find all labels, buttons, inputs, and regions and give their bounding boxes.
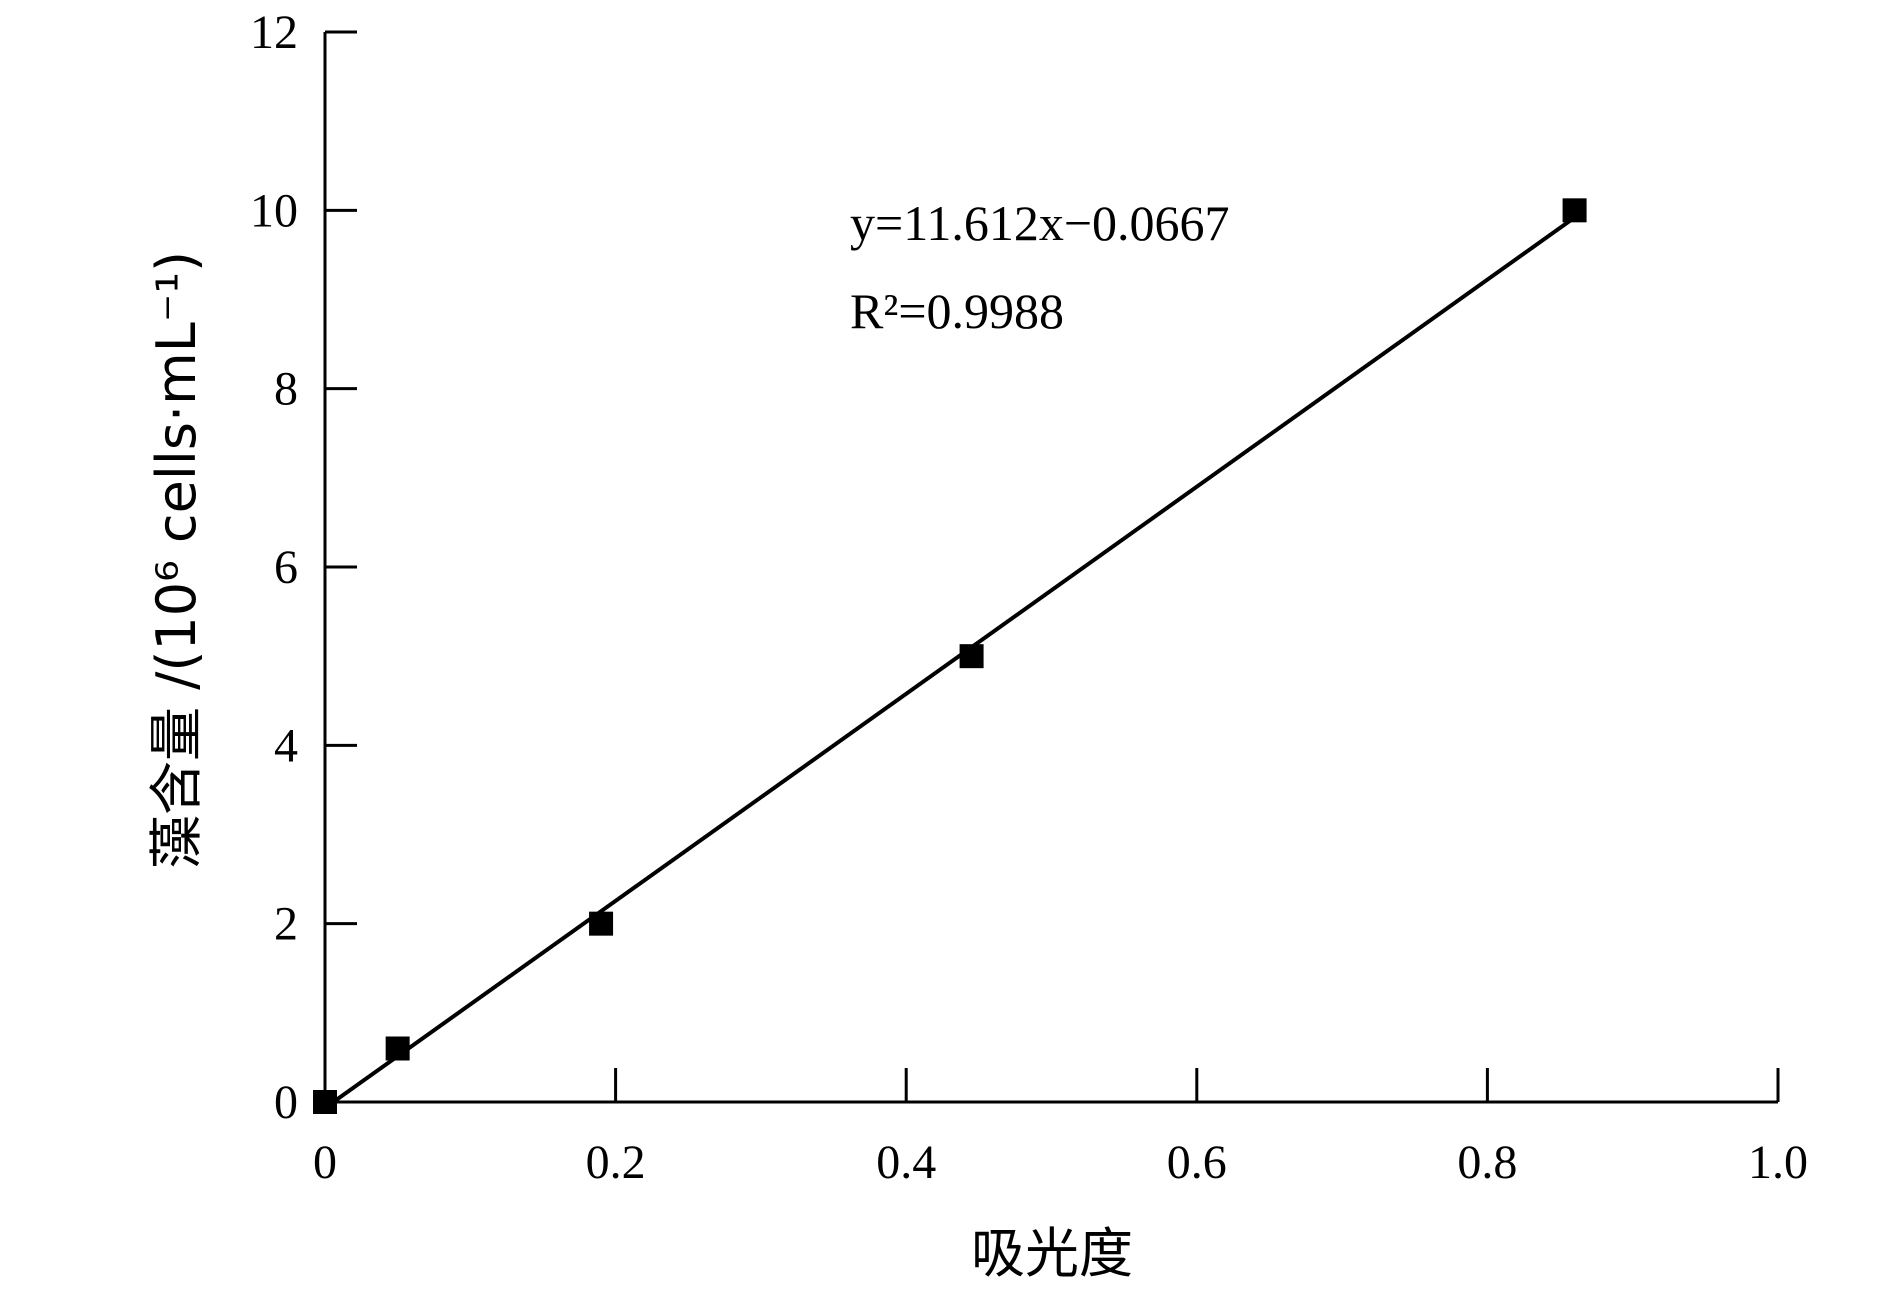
- y-tick-label: 8: [274, 363, 298, 416]
- x-tick-label: 0.6: [1167, 1136, 1227, 1189]
- fit-equation: y=11.612x−0.0667: [850, 195, 1230, 251]
- axes: [323, 32, 1778, 1104]
- x-ticks: 0 0.2 0.4 0.6 0.8 1.0: [313, 1068, 1808, 1189]
- data-point: [959, 644, 984, 669]
- r-squared: R²=0.9988: [850, 283, 1064, 339]
- y-tick-label: 12: [250, 6, 298, 59]
- x-axis-title: 吸光度: [971, 1222, 1133, 1285]
- x-tick-label: 0.8: [1457, 1136, 1517, 1189]
- x-tick-label: 0.2: [586, 1136, 646, 1189]
- x-tick-label: 0.4: [876, 1136, 936, 1189]
- regression-line: [332, 215, 1576, 1104]
- y-ticks: 0 2 4 6 8 10 12: [250, 6, 357, 1129]
- y-axis-title: 藻含量 /(10⁶ cells·mL⁻¹): [145, 251, 208, 869]
- x-tick-label: 0: [313, 1136, 337, 1189]
- data-point: [313, 1090, 337, 1114]
- x-tick-label: 1.0: [1748, 1136, 1808, 1189]
- data-point: [385, 1036, 410, 1061]
- y-tick-label: 2: [274, 898, 298, 951]
- fit-line-group: [332, 215, 1576, 1104]
- y-tick-label: 6: [274, 541, 298, 594]
- data-point: [1562, 198, 1587, 223]
- data-points: [313, 198, 1587, 1114]
- data-point: [589, 911, 614, 936]
- y-tick-label: 10: [250, 184, 298, 237]
- y-tick-label: 4: [274, 719, 298, 772]
- y-tick-label: 0: [274, 1076, 298, 1129]
